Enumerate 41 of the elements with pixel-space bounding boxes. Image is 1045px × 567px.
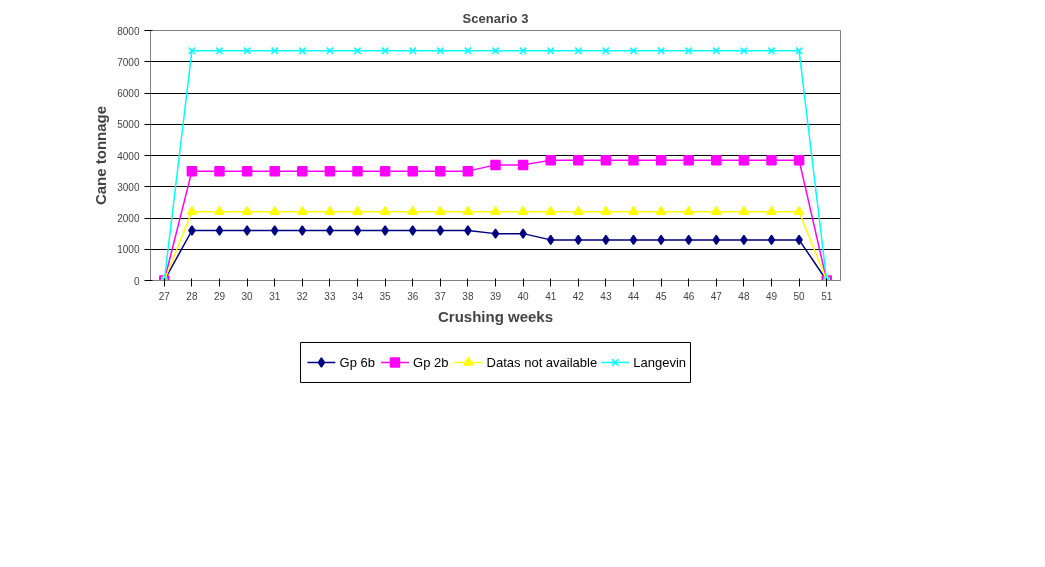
y-tick-label: 1000 (117, 244, 140, 256)
legend-label: Langevin (633, 355, 687, 370)
x-tick-label: 46 (683, 290, 695, 302)
x-tick-label: 51 (821, 290, 833, 302)
x-tick-label: 50 (793, 290, 806, 302)
chart-title: Scenario 3 (462, 10, 529, 26)
y-tick-label: 5000 (117, 119, 140, 131)
x-tick-label: 28 (186, 290, 198, 302)
y-axis-title: Cane tonnage (92, 105, 110, 206)
x-tick-label: 45 (655, 290, 668, 302)
x-tick-label: 33 (324, 290, 336, 302)
x-tick-label: 39 (489, 290, 502, 302)
x-tick-label: 41 (545, 290, 557, 302)
y-tick-label: 8000 (117, 25, 140, 37)
y-tick-label: 0 (133, 275, 140, 287)
x-tick-label: 47 (710, 290, 723, 302)
x-tick-label: 42 (572, 290, 585, 302)
x-tick-label: 29 (213, 290, 226, 302)
x-tick-label: 31 (269, 290, 281, 302)
y-tick-label: 2000 (117, 213, 140, 224)
legend-label: Datas not available (486, 355, 598, 370)
x-tick-label: 43 (600, 290, 612, 302)
x-tick-label: 48 (738, 290, 750, 302)
legend-label: Gp 6b (339, 355, 375, 370)
y-tick-label: 6000 (117, 88, 140, 99)
x-tick-label: 36 (407, 290, 419, 302)
x-tick-label: 34 (351, 290, 364, 302)
x-tick-label: 35 (379, 290, 392, 302)
y-tick-label: 4000 (117, 150, 140, 162)
y-tick-label: 3000 (117, 181, 140, 193)
x-tick-label: 27 (158, 290, 171, 302)
x-tick-label: 32 (296, 290, 309, 302)
x-tick-label: 44 (627, 290, 640, 302)
x-tick-label: 38 (462, 290, 474, 302)
x-tick-label: 37 (434, 290, 447, 302)
x-tick-label: 49 (765, 290, 778, 302)
legend-label: Gp 2b (413, 355, 449, 370)
x-tick-label: 40 (517, 290, 530, 302)
x-axis-title: Crushing weeks (437, 307, 554, 325)
y-tick-label: 7000 (117, 56, 140, 68)
x-tick-label: 30 (241, 290, 254, 302)
